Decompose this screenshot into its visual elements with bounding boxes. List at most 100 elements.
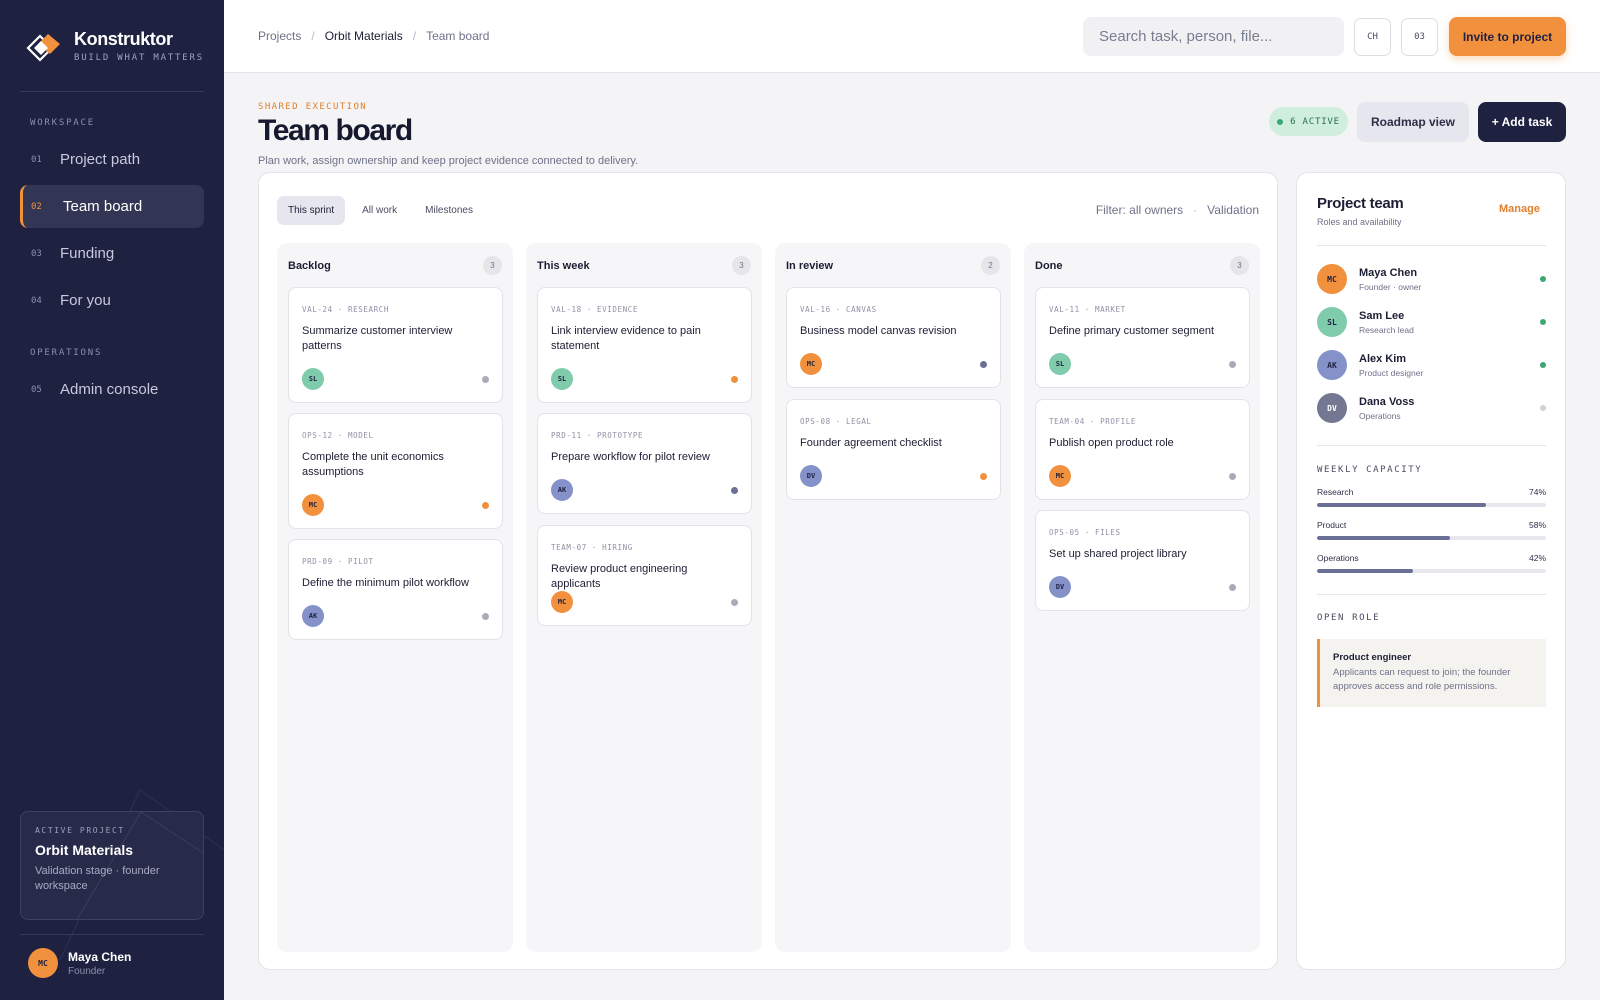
column-in-review: In review 2 VAL-16 · CANVAS Business mod… xyxy=(775,243,1011,952)
task-card[interactable]: PRD-09 · PILOT Define the minimum pilot … xyxy=(288,539,503,640)
task-card[interactable]: OPS-12 · MODEL Complete the unit economi… xyxy=(288,413,503,529)
nav-item-for-you[interactable]: 04 For you xyxy=(20,279,204,322)
team-member[interactable]: MC Maya Chen Founder · owner xyxy=(1317,264,1546,294)
team-member[interactable]: SL Sam Lee Research lead xyxy=(1317,307,1546,337)
open-role-card[interactable]: Product engineer Applicants can request … xyxy=(1317,639,1546,707)
owner-avatar: SL xyxy=(302,368,324,390)
capacity-section-label: WEEKLY CAPACITY xyxy=(1317,465,1423,475)
column-backlog: Backlog 3 VAL-24 · RESEARCH Summarize cu… xyxy=(277,243,513,952)
availability-dot-icon xyxy=(1540,362,1546,368)
active-dot-icon xyxy=(1277,118,1284,125)
capacity-row: Operations 42% xyxy=(1317,553,1546,573)
team-panel: Project team Roles and availability Mana… xyxy=(1296,172,1566,970)
task-card[interactable]: OPS-05 · FILES Set up shared project lib… xyxy=(1035,510,1250,611)
filter-separator: · xyxy=(1193,203,1198,217)
user-name: Maya Chen xyxy=(68,949,132,964)
active-project-desc: Validation stage · founder workspace xyxy=(35,865,160,892)
task-card[interactable]: OPS-08 · LEGAL Founder agreement checkli… xyxy=(786,399,1001,500)
tab-all-work[interactable]: All work xyxy=(362,205,398,216)
task-title: Complete the unit economics assumptions xyxy=(302,451,444,478)
column-title: This week xyxy=(537,259,590,272)
language-chip[interactable]: CH xyxy=(1354,18,1391,56)
active-project-card[interactable]: ACTIVE PROJECT Orbit Materials Validatio… xyxy=(20,811,204,920)
team-divider xyxy=(1317,245,1546,246)
nav-item-team-board[interactable]: 02 Team board xyxy=(20,185,204,228)
nav-item-label: Admin console xyxy=(60,381,159,398)
capacity-bar xyxy=(1317,503,1546,507)
active-count-label: 6 ACTIVE xyxy=(1290,116,1340,127)
notifications-chip[interactable]: 03 xyxy=(1401,18,1438,56)
invite-button[interactable]: Invite to project xyxy=(1449,17,1566,56)
breadcrumb-project[interactable]: Orbit Materials xyxy=(324,29,403,43)
nav-item-admin-console[interactable]: 05 Admin console xyxy=(20,368,204,411)
page-eyebrow: SHARED EXECUTION xyxy=(258,102,368,112)
task-card[interactable]: VAL-24 · RESEARCH Summarize customer int… xyxy=(288,287,503,403)
member-name: Dana Voss xyxy=(1359,395,1415,408)
owner-avatar: AK xyxy=(551,479,573,501)
avatar: MC xyxy=(28,948,58,978)
status-dot-icon xyxy=(980,472,987,480)
board-tabs: This sprint All work Milestones xyxy=(277,196,484,225)
task-card[interactable]: TEAM-07 · HIRING Review product engineer… xyxy=(537,525,752,626)
task-title: Define primary customer segment xyxy=(1049,325,1215,337)
brand-logo-icon xyxy=(24,28,64,64)
nav-item-label: Team board xyxy=(63,198,143,215)
member-avatar: SL xyxy=(1317,307,1347,337)
tab-this-sprint[interactable]: This sprint xyxy=(277,196,346,225)
workspace-section-label: WORKSPACE xyxy=(30,118,95,128)
owner-avatar: MC xyxy=(1049,465,1071,487)
nav-item-number: 02 xyxy=(31,201,42,212)
task-title: Define the minimum pilot workflow xyxy=(302,577,469,589)
breadcrumb-current: Team board xyxy=(426,29,490,43)
task-meta: PRD-09 · PILOT xyxy=(302,557,374,566)
tab-milestones[interactable]: Milestones xyxy=(425,205,473,216)
task-card[interactable]: PRD-11 · PROTOTYPE Prepare workflow for … xyxy=(537,413,752,514)
capacity-percent: 58% xyxy=(1528,520,1546,530)
search-input[interactable] xyxy=(1083,17,1344,56)
task-card[interactable]: VAL-11 · MARKET Define primary customer … xyxy=(1035,287,1250,388)
owner-avatar: AK xyxy=(302,605,324,627)
status-dot-icon xyxy=(482,375,489,383)
member-avatar: AK xyxy=(1317,350,1347,380)
breadcrumb-projects[interactable]: Projects xyxy=(258,29,302,43)
task-card[interactable]: TEAM-04 · PROFILE Publish open product r… xyxy=(1035,399,1250,500)
open-role-desc: Applicants can request to join; the foun… xyxy=(1333,667,1511,692)
sidebar: Konstruktor BUILD WHAT MATTERS WORKSPACE… xyxy=(0,0,224,1000)
nav-item-label: Project path xyxy=(60,151,141,168)
task-meta: TEAM-04 · PROFILE xyxy=(1049,417,1136,426)
team-member[interactable]: AK Alex Kim Product designer xyxy=(1317,350,1546,380)
active-project-decoration xyxy=(76,812,203,919)
owner-filter[interactable]: Filter: all owners xyxy=(1095,203,1184,217)
task-title: Founder agreement checklist xyxy=(800,437,942,449)
team-member[interactable]: DV Dana Voss Operations xyxy=(1317,393,1546,423)
capacity-row: Product 58% xyxy=(1317,520,1546,540)
stage-filter[interactable]: Validation xyxy=(1207,203,1259,217)
board-panel: This sprint All work Milestones Filter: … xyxy=(258,172,1278,970)
nav-item-label: For you xyxy=(60,292,111,309)
capacity-label: Product xyxy=(1317,520,1347,530)
task-title: Link interview evidence to pain statemen… xyxy=(551,325,701,352)
sidebar-user[interactable]: MC Maya Chen Founder xyxy=(28,948,131,978)
nav-item-project-path[interactable]: 01 Project path xyxy=(20,138,204,181)
column-title: Done xyxy=(1035,259,1063,272)
task-card[interactable]: VAL-18 · EVIDENCE Link interview evidenc… xyxy=(537,287,752,403)
member-role: Operations xyxy=(1359,410,1401,421)
status-dot-icon xyxy=(1229,583,1236,591)
nav-item-funding[interactable]: 03 Funding xyxy=(20,232,204,275)
manage-team-link[interactable]: Manage xyxy=(1499,203,1540,215)
task-card[interactable]: VAL-16 · CANVAS Business model canvas re… xyxy=(786,287,1001,388)
member-role: Research lead xyxy=(1359,324,1414,335)
team-subtitle: Roles and availability xyxy=(1317,217,1402,227)
member-role: Product designer xyxy=(1359,367,1424,378)
active-project-name: Orbit Materials xyxy=(35,842,134,858)
brand[interactable]: Konstruktor BUILD WHAT MATTERS xyxy=(24,28,204,64)
sidebar-divider xyxy=(20,934,204,935)
task-title: Prepare workflow for pilot review xyxy=(551,451,710,463)
status-dot-icon xyxy=(980,360,987,368)
roadmap-view-button[interactable]: Roadmap view xyxy=(1357,102,1469,142)
task-meta: VAL-24 · RESEARCH xyxy=(302,305,389,314)
owner-avatar: SL xyxy=(1049,353,1071,375)
add-task-button[interactable]: + Add task xyxy=(1478,102,1566,142)
capacity-fill xyxy=(1317,569,1414,573)
capacity-label: Research xyxy=(1317,487,1354,497)
